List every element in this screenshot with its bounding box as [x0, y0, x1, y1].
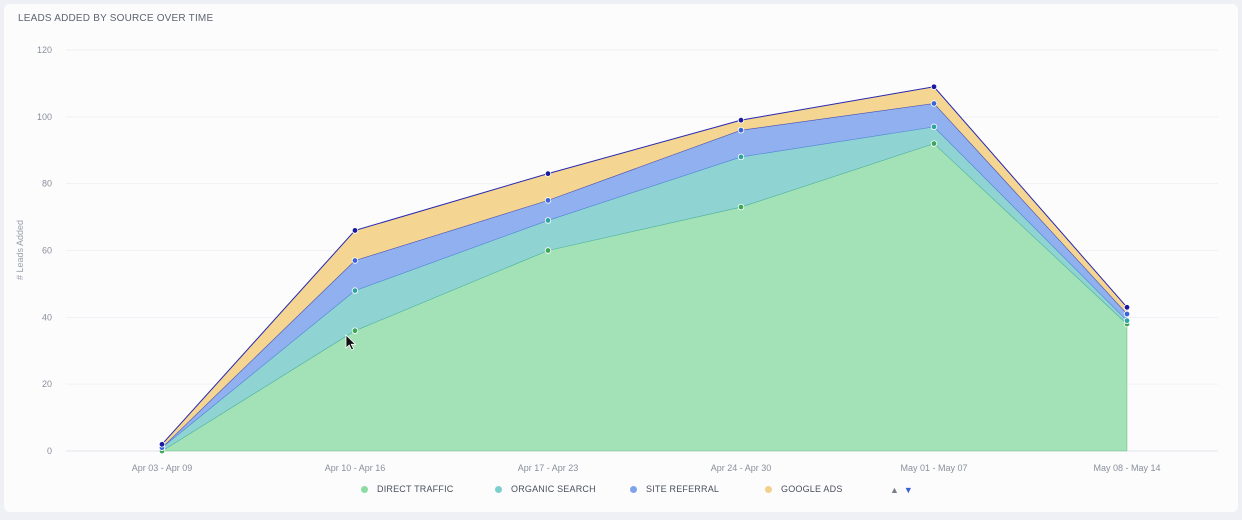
chart-title: LEADS ADDED BY SOURCE OVER TIME — [18, 13, 214, 24]
legend-pager: ▲ ▼ — [890, 484, 913, 496]
area-chart: 0 20 40 60 80 100 120 Apr 03 - Apr 09 Apr 10 - … — [15, 45, 1218, 473]
legend-page-up-icon[interactable]: ▲ — [890, 485, 899, 495]
point-direct-traffic — [930, 140, 938, 147]
legend-page-down-icon[interactable]: ▼ — [903, 485, 913, 495]
legend-dot — [765, 485, 772, 493]
legend-label: GOOGLE ADS — [781, 484, 843, 494]
point-site-referral — [351, 257, 359, 264]
y-tick-label: 60 — [42, 246, 52, 256]
legend-dot — [361, 485, 368, 493]
point-direct-traffic — [737, 203, 745, 211]
point-google-ads — [1123, 304, 1131, 311]
legend-dot — [495, 485, 502, 493]
x-tick-label: May 08 - May 14 — [1093, 463, 1160, 473]
x-axis-ticks: Apr 03 - Apr 09 Apr 10 - Apr 16 Apr 17 - A… — [132, 463, 1161, 473]
y-tick-label: 20 — [42, 379, 52, 389]
legend-item-google-ads[interactable]: GOOGLE ADS — [765, 484, 843, 494]
point-google-ads — [351, 227, 359, 234]
point-google-ads — [544, 170, 552, 177]
legend-label: SITE REFERRAL — [646, 484, 720, 494]
legend-item-site-referral[interactable]: SITE REFERRAL — [630, 484, 719, 494]
y-tick-label: 100 — [37, 112, 52, 122]
x-tick-label: Apr 03 - Apr 09 — [132, 463, 193, 473]
point-site-referral — [737, 126, 745, 134]
legend-label: DIRECT TRAFFIC — [377, 484, 454, 494]
y-tick-label: 120 — [37, 45, 52, 55]
point-organic-search — [930, 123, 938, 131]
y-tick-label: 40 — [42, 312, 52, 322]
legend-item-organic-search[interactable]: ORGANIC SEARCH — [495, 484, 596, 494]
x-tick-label: Apr 24 - Apr 30 — [711, 463, 772, 473]
point-google-ads — [158, 441, 166, 448]
legend-dot — [630, 485, 637, 493]
point-site-referral — [1123, 310, 1131, 318]
y-axis-ticks: 0 20 40 60 80 100 120 — [37, 45, 52, 456]
total-line — [161, 86, 1128, 445]
point-organic-search — [1123, 317, 1131, 324]
y-tick-label: 80 — [42, 179, 52, 189]
mouse-pointer-icon — [345, 334, 357, 351]
point-google-ads — [737, 116, 745, 124]
point-site-referral — [930, 100, 938, 107]
point-organic-search — [544, 217, 552, 224]
point-google-ads — [930, 83, 938, 90]
legend-label: ORGANIC SEARCH — [511, 484, 596, 494]
total-outline — [161, 86, 1128, 445]
x-tick-label: Apr 10 - Apr 16 — [325, 463, 386, 473]
point-organic-search — [737, 153, 745, 161]
series-points — [158, 83, 1131, 455]
series-areas — [160, 86, 1128, 452]
point-direct-traffic — [544, 247, 552, 254]
point-organic-search — [351, 287, 359, 294]
y-tick-label: 0 — [47, 446, 52, 456]
x-tick-label: Apr 17 - Apr 23 — [518, 463, 579, 473]
legend-item-direct-traffic[interactable]: DIRECT TRAFFIC — [361, 484, 453, 494]
x-tick-label: May 01 - May 07 — [900, 463, 967, 473]
chart-legend: DIRECT TRAFFIC ORGANIC SEARCH SITE REFER… — [0, 484, 1242, 504]
point-site-referral — [544, 197, 552, 204]
point-direct-traffic — [351, 327, 359, 334]
y-axis-label: # Leads Added — [15, 220, 25, 280]
